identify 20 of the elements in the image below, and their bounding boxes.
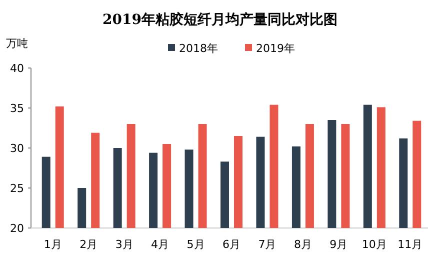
y-tick-label: 30 [10,142,24,155]
x-tick-label: 4月 [151,238,170,251]
x-tick-label: 5月 [186,238,205,251]
legend-label: 2018年 [179,42,218,55]
x-tick-label: 6月 [222,238,240,251]
x-tick-label: 2月 [80,238,98,251]
x-tick-label: 7月 [258,238,276,251]
x-tick-label: 8月 [294,238,312,251]
y-tick-label: 40 [10,62,24,75]
y-tick-label: 20 [10,222,24,235]
y-tick-label: 25 [10,182,24,195]
x-tick-label: 1月 [44,238,62,251]
title: 2019年粘胶短纤月均产量同比对比图 [102,12,338,28]
y-tick-label: 35 [10,102,24,115]
x-tick-label: 3月 [115,238,134,251]
x-tick-label: 10月 [362,238,387,251]
x-tick-label: 11月 [398,238,423,251]
legend-label: 2019年 [256,42,295,55]
x-tick-label: 9月 [330,238,348,251]
ylabel: 万吨 [6,37,28,50]
